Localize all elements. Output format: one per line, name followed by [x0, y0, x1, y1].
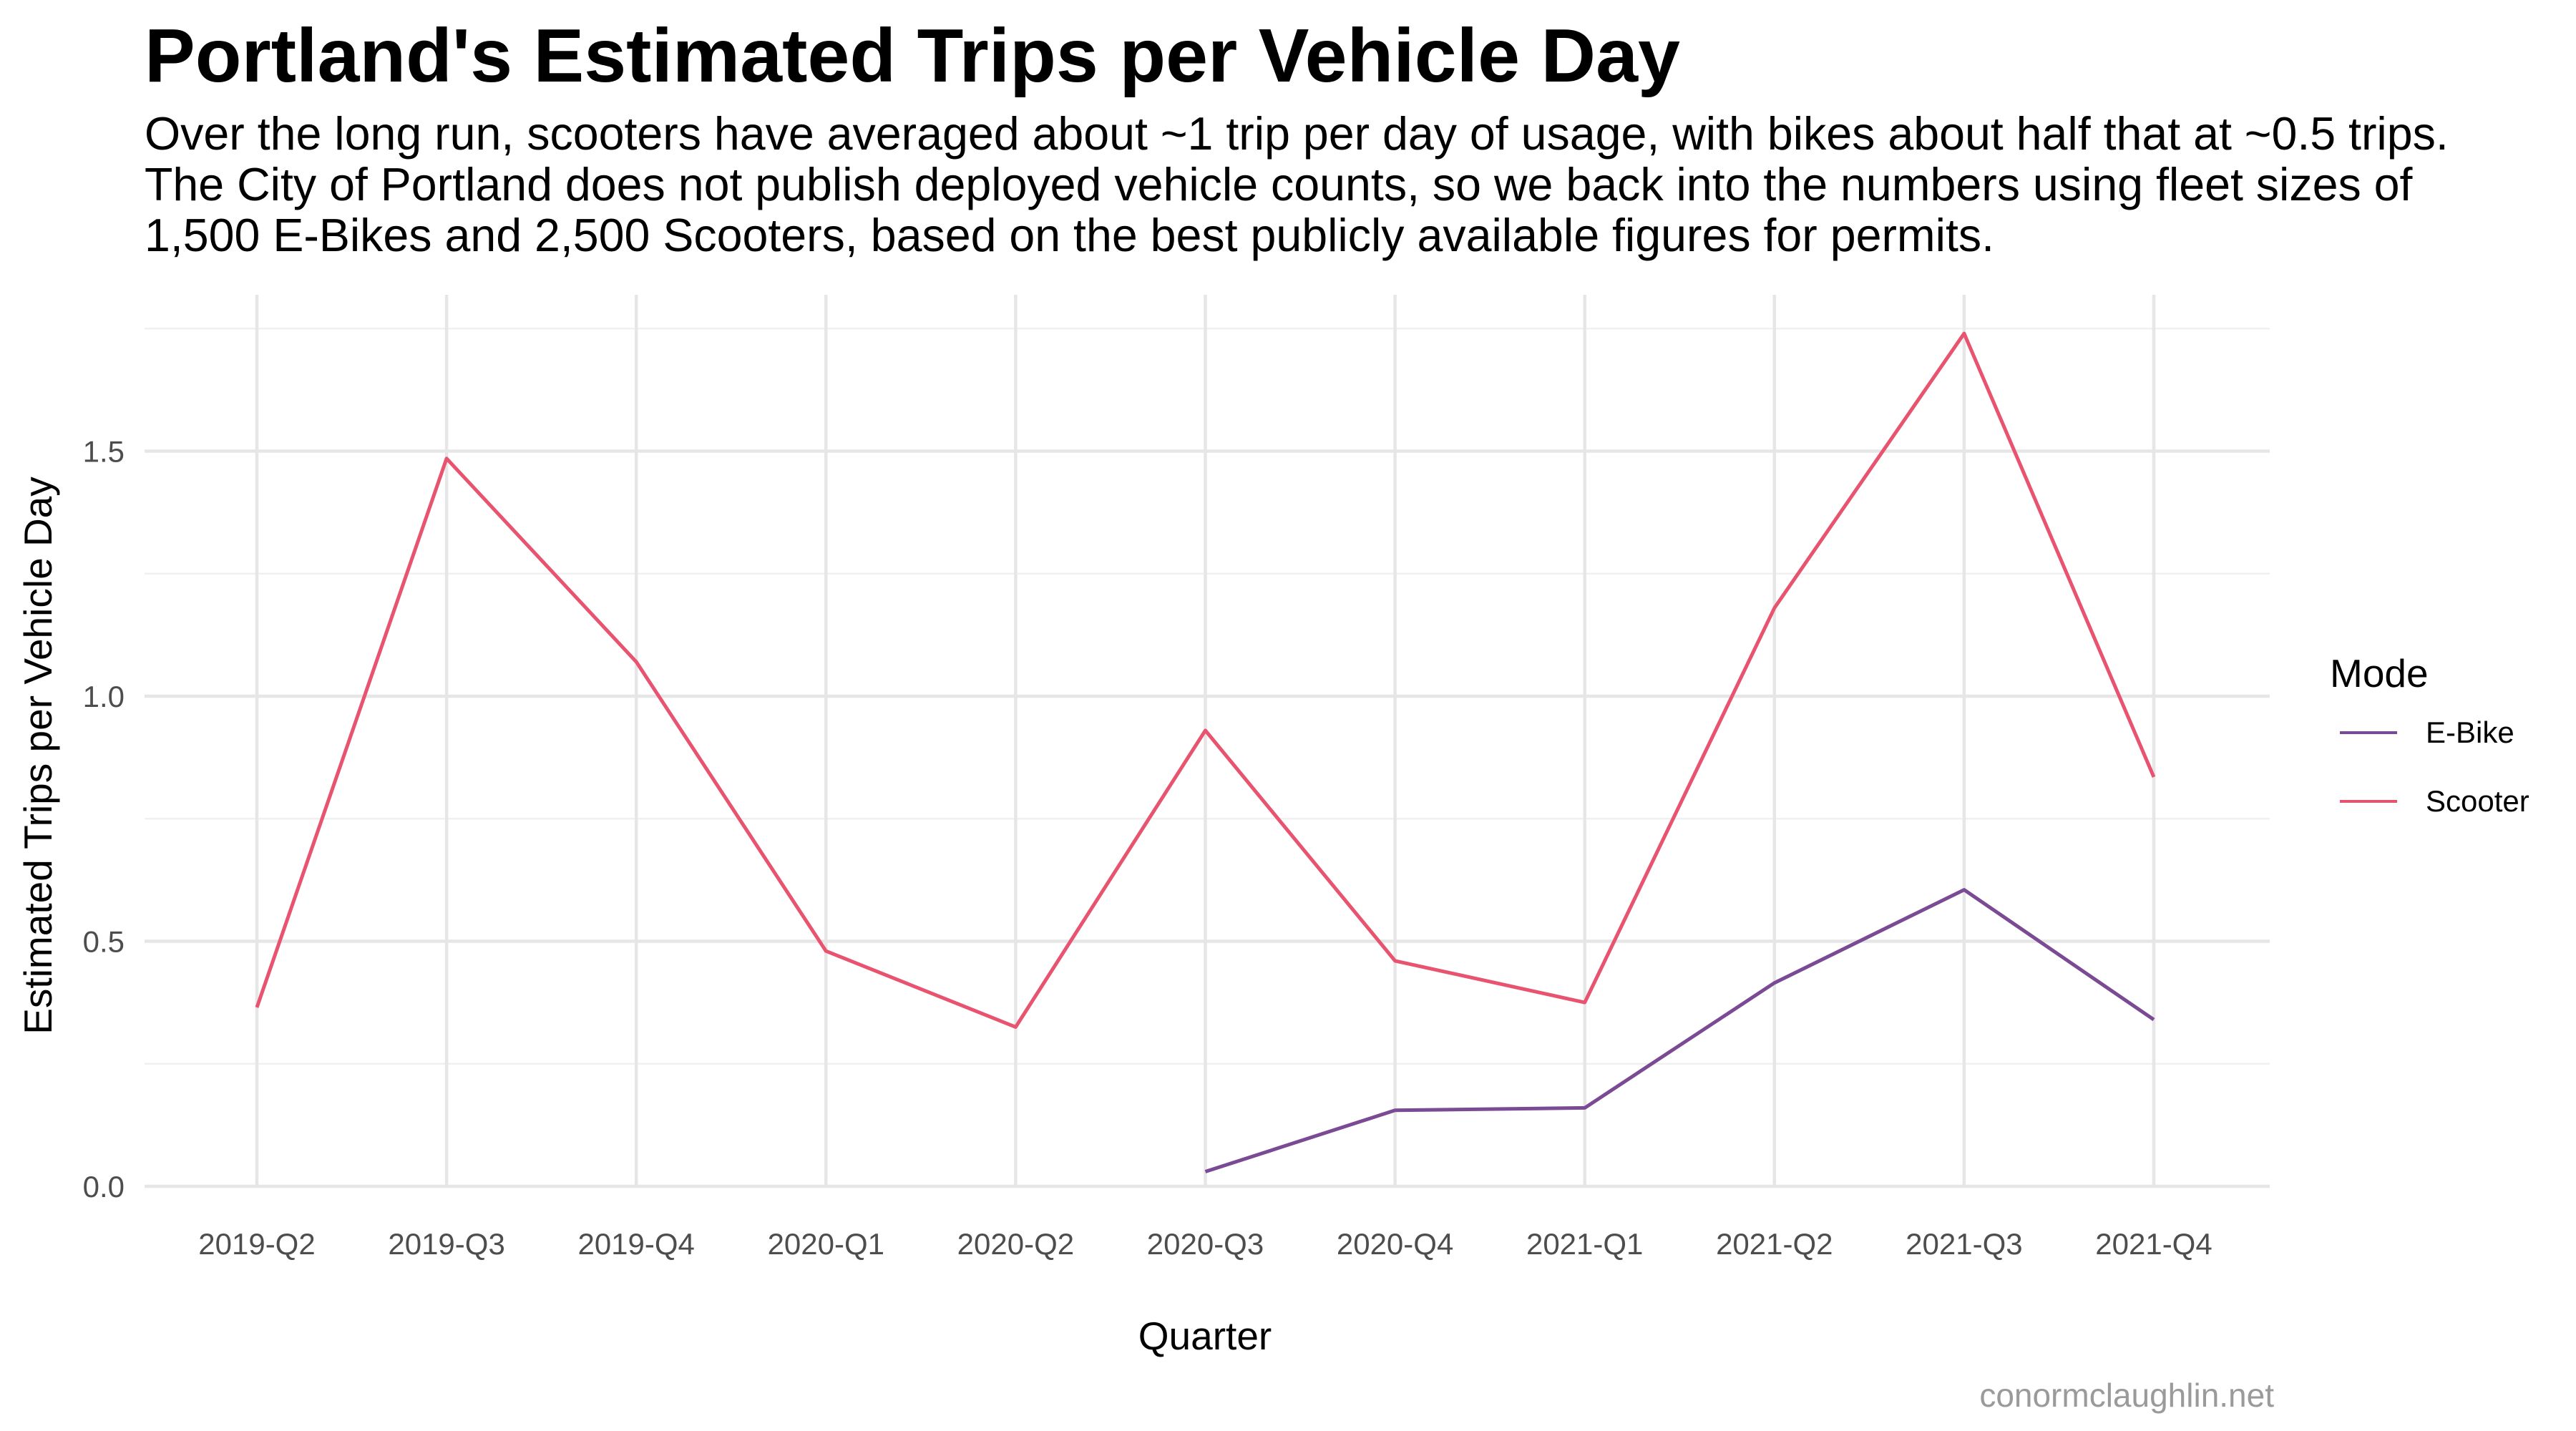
legend-title: Mode — [2330, 651, 2429, 695]
x-tick-label: 2021-Q1 — [1526, 1227, 1643, 1261]
caption: conormclaughlin.net — [1979, 1377, 2274, 1414]
x-tick-label: 2020-Q4 — [1337, 1227, 1453, 1261]
series-line-scooter — [255, 331, 2156, 1029]
x-axis-ticks: 2019-Q2 2019-Q3 2019-Q4 2020-Q1 2020-Q2 2020-… — [198, 1227, 2212, 1261]
y-tick-label: 0.5 — [83, 925, 125, 959]
legend-item-e-bike: E-Bike — [2330, 698, 2529, 767]
x-tick-label: 2021-Q4 — [2095, 1227, 2212, 1261]
y-axis-label: Estimated Trips per Vehicle Day — [16, 477, 60, 1035]
x-tick-label: 2019-Q3 — [388, 1227, 504, 1261]
x-tick-label: 2021-Q2 — [1716, 1227, 1833, 1261]
y-axis-ticks: 0.0 0.5 1.0 1.5 — [83, 435, 125, 1204]
legend-item-scooter: Scooter — [2330, 767, 2529, 836]
y-tick-label: 1.5 — [83, 435, 125, 469]
legend: Mode E-Bike Scooter — [2330, 648, 2529, 836]
legend-key-e-bike — [2340, 731, 2397, 734]
series-line-e-bike — [1204, 888, 2155, 1173]
x-tick-label: 2019-Q2 — [198, 1227, 315, 1261]
x-tick-label: 2021-Q3 — [1906, 1227, 2022, 1261]
y-tick-label: 0.0 — [83, 1170, 125, 1203]
x-tick-label: 2020-Q2 — [957, 1227, 1074, 1261]
series-lines — [255, 331, 2156, 1173]
legend-label-scooter: Scooter — [2426, 784, 2529, 818]
x-tick-label: 2019-Q4 — [577, 1227, 694, 1261]
grid — [145, 295, 2270, 1188]
y-tick-label: 1.0 — [83, 680, 125, 713]
x-tick-label: 2020-Q3 — [1147, 1227, 1264, 1261]
x-axis-label: Quarter — [1138, 1314, 1272, 1358]
chart-subtitle: Over the long run, scooters have average… — [145, 108, 2449, 261]
chart-title: Portland's Estimated Trips per Vehicle D… — [145, 14, 1680, 98]
legend-label-e-bike: E-Bike — [2426, 716, 2514, 749]
x-tick-label: 2020-Q1 — [768, 1227, 884, 1261]
legend-key-scooter — [2340, 800, 2397, 803]
